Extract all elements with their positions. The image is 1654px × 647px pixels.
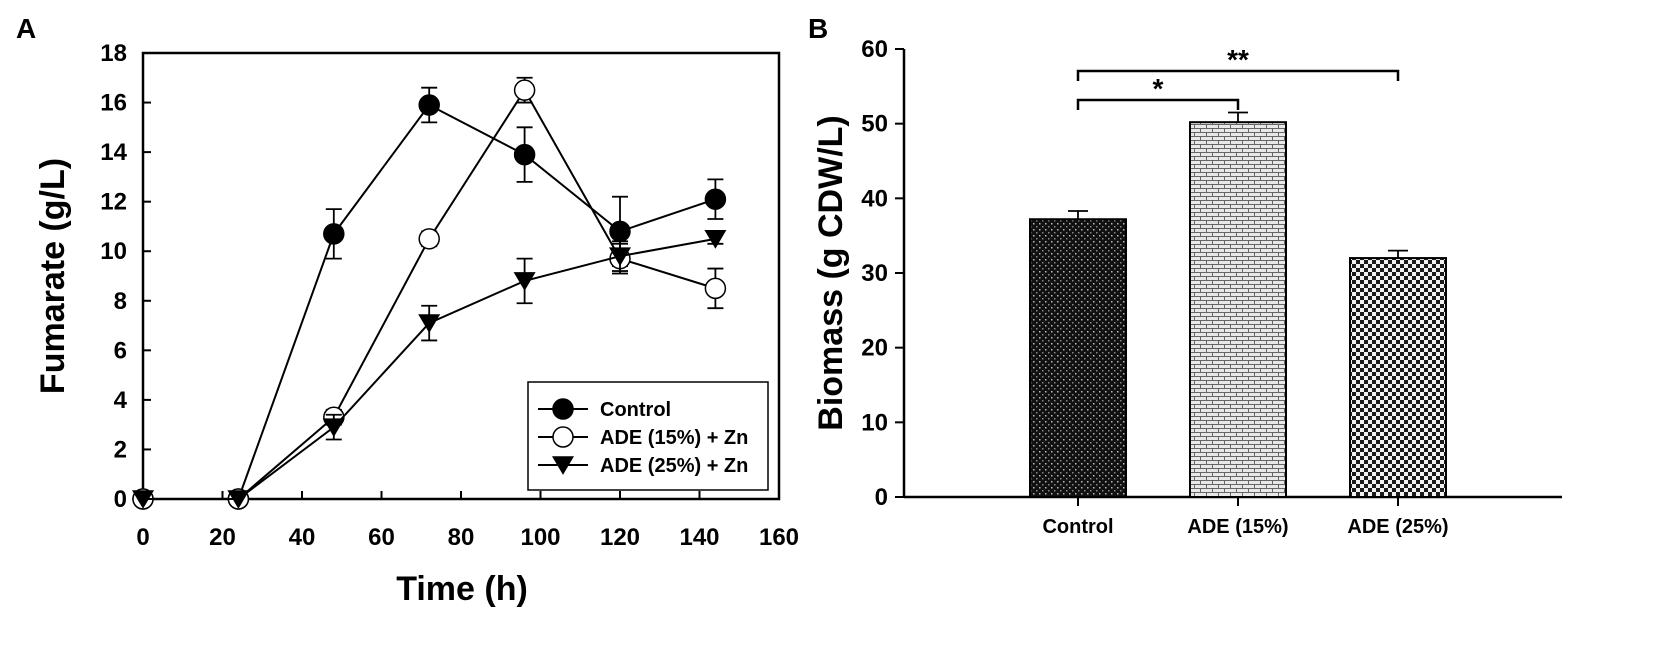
y-tick-label-b: 20 — [861, 335, 888, 362]
category-label: ADE (15%) — [1187, 516, 1288, 538]
bracket-line — [1076, 69, 1400, 81]
category-label: Control — [1042, 516, 1113, 538]
legend-item: ADE (25%) + Zn — [538, 455, 748, 477]
legend-marker — [552, 456, 574, 475]
data-point — [704, 230, 727, 249]
legend-label: ADE (25%) + Zn — [600, 455, 748, 477]
category-label: ADE (25%) — [1347, 516, 1448, 538]
x-tick-label-a: 60 — [368, 524, 395, 551]
significance-group: *** — [1076, 44, 1400, 110]
bar-2: ADE (15%) — [1187, 111, 1289, 538]
y-tick-label-a: 12 — [100, 189, 127, 216]
y-tick-label-a: 18 — [100, 40, 127, 67]
x-tick-label-a: 0 — [136, 524, 149, 551]
significance-label: * — [1153, 73, 1164, 104]
data-point — [609, 247, 631, 267]
data-point — [322, 418, 345, 438]
data-point — [418, 228, 440, 250]
y-tick-label-b: 50 — [861, 111, 888, 138]
y-tick-label-a: 10 — [100, 238, 127, 265]
y-tick-label-b: 0 — [875, 484, 888, 511]
x-tick-label-a: 160 — [759, 524, 799, 551]
y-tick-label-a: 14 — [100, 139, 127, 166]
y-axis-b: 0 10 20 30 40 50 60 — [861, 36, 904, 511]
legend-label: ADE (15%) + Zn — [600, 427, 748, 449]
legend: Control ADE (15%) + Zn ADE (25%) + Zn — [527, 381, 769, 491]
y-tick-label-a: 2 — [114, 436, 127, 463]
bar-3: ADE (25%) — [1347, 249, 1449, 538]
x-tick-label-a: 80 — [448, 524, 475, 551]
data-point — [609, 220, 631, 243]
x-tick-label-a: 120 — [600, 524, 640, 551]
data-point — [513, 79, 536, 101]
y-axis-title-b: Biomass (g CDW/L) — [812, 115, 850, 430]
series-group-a — [132, 76, 727, 510]
y-tick-label-a: 6 — [114, 337, 127, 364]
bracket-line — [1076, 98, 1240, 110]
data-point — [704, 277, 727, 300]
data-point — [513, 143, 536, 166]
data-point — [513, 272, 536, 291]
bar — [1189, 121, 1287, 498]
panel-a-label: A — [16, 13, 36, 44]
panel-b: B 0 10 20 30 40 50 60 Control ADE (15%) ADE (25%… — [808, 13, 1562, 538]
data-point — [227, 490, 250, 509]
bar-1: Control — [1029, 210, 1127, 538]
x-tick-label-a: 140 — [679, 524, 719, 551]
bar — [1349, 257, 1447, 499]
y-tick-label-a: 0 — [114, 486, 127, 513]
x-tick-label-a: 40 — [289, 524, 316, 551]
data-point — [132, 490, 154, 509]
x-axis-a: 0 20 40 60 80 100 120 140 160 — [136, 491, 799, 551]
significance-bracket: ** — [1076, 44, 1400, 81]
bar-group-b: Control ADE (15%) ADE (25%) — [1029, 111, 1449, 538]
y-tick-label-b: 60 — [861, 36, 888, 63]
y-axis-a: 0 2 4 6 8 10 12 14 16 18 — [100, 40, 151, 513]
legend-item: Control — [538, 398, 671, 421]
x-tick-label-a: 100 — [520, 524, 560, 551]
y-axis-title-a: Fumarate (g/L) — [34, 158, 72, 394]
x-axis-title-a: Time (h) — [396, 570, 528, 608]
legend-marker — [552, 426, 574, 448]
data-point — [418, 94, 440, 116]
series-3 — [132, 230, 727, 509]
data-point — [704, 188, 727, 210]
significance-label: ** — [1227, 44, 1249, 75]
y-tick-label-a: 8 — [114, 288, 127, 315]
legend-marker — [552, 398, 574, 420]
y-tick-label-b: 10 — [861, 409, 888, 436]
legend-label: Control — [600, 399, 671, 421]
y-tick-label-b: 40 — [861, 185, 888, 212]
legend-item: ADE (15%) + Zn — [538, 426, 748, 449]
y-tick-label-a: 4 — [114, 387, 128, 414]
y-tick-label-b: 30 — [861, 260, 888, 287]
data-point — [418, 314, 441, 333]
y-tick-label-a: 16 — [100, 90, 127, 117]
data-point — [323, 223, 345, 245]
significance-bracket: * — [1076, 73, 1240, 110]
panel-b-label: B — [808, 13, 828, 44]
bar — [1029, 218, 1127, 499]
x-tick-label-a: 20 — [209, 524, 236, 551]
